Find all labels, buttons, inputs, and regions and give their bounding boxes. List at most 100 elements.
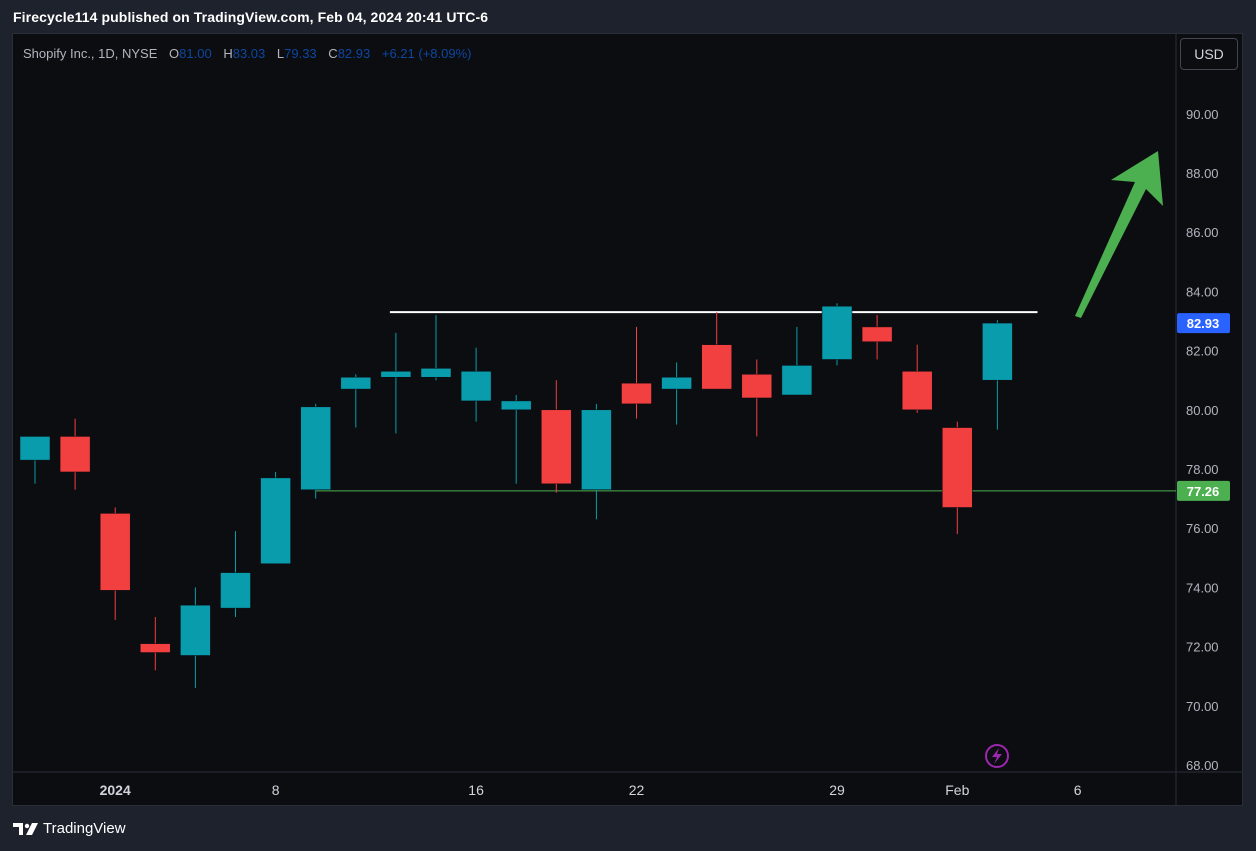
candle-body — [340, 376, 372, 390]
symbol-label: Shopify Inc., 1D, NYSE — [23, 46, 158, 61]
candle-body — [19, 436, 51, 461]
low-value: 79.33 — [284, 46, 317, 61]
high-value: 83.03 — [232, 46, 266, 61]
candle-body — [942, 427, 973, 508]
candle[interactable] — [942, 421, 973, 535]
candle-body — [781, 365, 813, 396]
candle-body — [300, 406, 331, 490]
candle-body — [140, 643, 171, 653]
candle[interactable] — [701, 312, 732, 390]
candle[interactable] — [180, 587, 211, 689]
support-price-tag: 77.26 — [1177, 480, 1230, 501]
candle-body — [661, 376, 692, 390]
ohlc-legend: Shopify Inc., 1D, NYSE O81.00 H83.03 L79… — [23, 46, 471, 61]
price-tick-label: 84.00 — [1186, 284, 1219, 299]
price-tick-label: 86.00 — [1186, 225, 1219, 240]
candle[interactable] — [661, 362, 692, 425]
candles — [19, 303, 1013, 689]
price-tick-label: 82.00 — [1186, 344, 1219, 359]
price-tick-label: 76.00 — [1186, 521, 1219, 536]
candle-body — [460, 371, 492, 402]
candle[interactable] — [821, 303, 853, 366]
time-axis: 2024 8 16 22 29 Feb 6 — [100, 782, 1082, 798]
time-tick-label: 29 — [829, 782, 845, 798]
green-arrow — [1075, 151, 1163, 318]
candle-body — [821, 305, 853, 360]
chart-pane[interactable] — [12, 33, 1243, 806]
candle[interactable] — [420, 315, 452, 381]
candle[interactable] — [380, 332, 412, 434]
support-price-tag-bg — [1177, 480, 1230, 501]
candle-body — [500, 400, 532, 411]
price-tick-label: 88.00 — [1186, 166, 1219, 181]
price-tick-label: 70.00 — [1186, 699, 1219, 714]
time-tick-label: 22 — [629, 782, 645, 798]
price-tick-label: 68.00 — [1186, 758, 1219, 773]
candle-body — [420, 368, 452, 378]
high-label: H — [223, 46, 233, 61]
candle[interactable] — [220, 531, 251, 617]
up-arrow-annotation — [1075, 151, 1163, 318]
candle[interactable] — [460, 347, 492, 422]
change-value: +6.21 (+8.09%) — [381, 46, 472, 61]
candle[interactable] — [19, 436, 51, 484]
candle[interactable] — [300, 403, 331, 499]
time-tick-label: 2024 — [100, 782, 131, 798]
candle[interactable] — [500, 395, 532, 484]
price-axis: 90.00 88.00 86.00 84.00 82.00 80.00 78.00 76.00… — [1186, 107, 1219, 773]
close-label: C — [328, 46, 338, 61]
last-price-tag: 82.93 — [1177, 313, 1230, 334]
candle[interactable] — [621, 326, 652, 419]
candle-body — [180, 604, 211, 656]
axis-separators — [13, 34, 1242, 805]
candle-body — [220, 572, 251, 609]
candle[interactable] — [781, 326, 813, 396]
candle-body — [861, 326, 893, 342]
candle-body — [99, 513, 131, 591]
candle-body — [982, 322, 1013, 381]
time-tick-label: Feb — [945, 782, 969, 798]
low-label: L — [276, 46, 285, 61]
price-tick-label: 90.00 — [1186, 107, 1219, 122]
candle-body — [581, 409, 612, 490]
candle[interactable] — [340, 374, 372, 428]
candle[interactable] — [140, 617, 171, 671]
candle[interactable] — [861, 315, 893, 360]
candle[interactable] — [982, 320, 1013, 430]
open-value: 81.00 — [179, 46, 212, 61]
candle-body — [380, 371, 412, 378]
price-tick-label: 80.00 — [1186, 403, 1219, 418]
candle-body — [59, 436, 91, 473]
tradingview-logo-icon — [13, 822, 38, 835]
candle-body — [621, 382, 652, 405]
candle-body — [741, 374, 773, 399]
price-tick-label: 74.00 — [1186, 580, 1219, 595]
candle-body — [901, 371, 933, 411]
candle[interactable] — [260, 471, 291, 564]
candle[interactable] — [901, 344, 933, 413]
candle[interactable] — [741, 359, 773, 437]
currency-button[interactable]: USD — [1180, 38, 1238, 70]
time-tick-label: 6 — [1074, 782, 1082, 798]
drawn-lines — [315, 311, 1176, 492]
last-price-tag-bg — [1177, 313, 1230, 334]
tradingview-brand: TradingView — [43, 820, 126, 837]
price-tick-label: 72.00 — [1186, 640, 1219, 655]
price-tick-label: 78.00 — [1186, 462, 1219, 477]
last-price-tag-text: 82.93 — [1187, 316, 1220, 331]
close-value: 82.93 — [337, 46, 371, 61]
published-header: Firecycle114 published on TradingView.co… — [13, 9, 489, 25]
time-tick-label: 8 — [272, 782, 280, 798]
candle[interactable] — [541, 380, 572, 493]
candle[interactable] — [59, 418, 91, 490]
candle-body — [260, 477, 291, 564]
candle[interactable] — [581, 403, 612, 520]
candle-body — [701, 344, 732, 390]
candle-body — [541, 409, 572, 485]
tradingview-footer[interactable]: TradingView — [13, 820, 126, 837]
lightning-icon[interactable] — [985, 744, 1009, 768]
support-price-tag-text: 77.26 — [1187, 484, 1220, 499]
price-tags: 77.26 82.93 — [1177, 313, 1230, 501]
candle[interactable] — [99, 507, 131, 620]
